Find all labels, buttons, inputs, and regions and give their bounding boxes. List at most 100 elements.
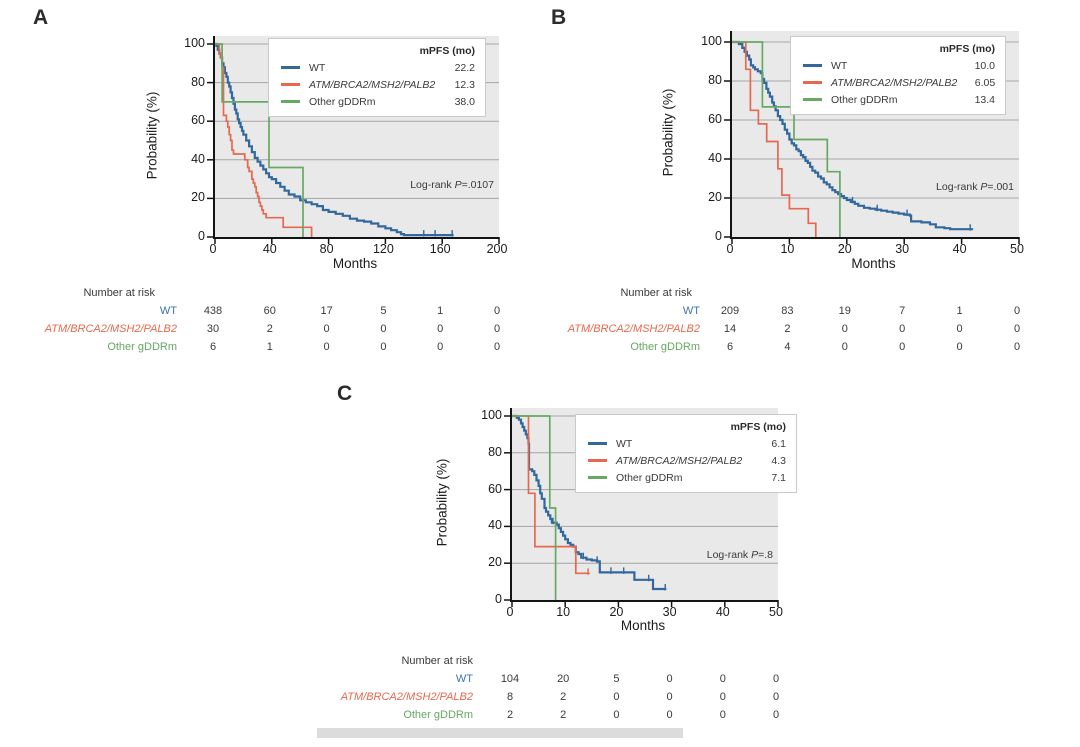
legend-item: ATM/BRCA2/MSH2/PALB2 6.05 [803, 74, 995, 91]
logrank-prefix: Log-rank [706, 549, 752, 561]
legend-box: mPFS (mo) WT 22.2 ATM/BRCA2/MSH2/PALB2 12.3… [268, 38, 486, 117]
panel-label: A [33, 6, 49, 29]
risk-count-cell: 0 [1013, 305, 1021, 317]
legend-item: Other gDDRm 7.1 [588, 469, 786, 486]
risk-count-cell: 2 [560, 709, 567, 721]
risk-row-label: Other gDDRm [107, 341, 177, 353]
risk-count-cell: 438 [203, 305, 223, 317]
legend-series-mpfs-value: 7.1 [771, 471, 786, 484]
x-axis-title: Months [851, 256, 896, 271]
x-tick-label: 160 [429, 242, 451, 256]
logrank-p: P [751, 549, 759, 561]
legend-item: Other gDDRm 13.4 [803, 91, 995, 108]
logrank-value: =.001 [987, 181, 1014, 193]
risk-count-cell: 0 [719, 691, 726, 703]
panel-a: A Probability (%) Log-rank P=.0107 mPFS … [0, 0, 540, 372]
risk-count-cell: 1 [956, 305, 963, 317]
risk-count-cell: 2 [506, 709, 514, 721]
legend-item: WT 22.2 [281, 59, 475, 76]
legend-header: mPFS (mo) [939, 43, 995, 55]
x-axis-title: Months [332, 256, 378, 271]
legend-line-swatch [588, 476, 607, 479]
x-tick-label: 50 [1010, 242, 1024, 256]
logrank-p: P [454, 179, 462, 191]
risk-count-cell: 30 [206, 323, 220, 335]
logrank-p: P [980, 181, 988, 193]
y-tick-label: 100 [481, 408, 502, 422]
risk-count-cell: 0 [1013, 341, 1021, 353]
legend-item: ATM/BRCA2/MSH2/PALB2 12.3 [281, 76, 475, 93]
km-chart-svg [724, 40, 1020, 244]
y-tick-label: 40 [191, 151, 205, 166]
risk-count-cell: 0 [666, 709, 673, 721]
risk-count-cell: 0 [437, 323, 444, 335]
risk-count-cell: 19 [838, 305, 851, 317]
risk-count-cell: 1 [266, 341, 273, 353]
risk-count-cell: 0 [380, 341, 387, 353]
risk-row-label: WT [682, 305, 700, 317]
x-tick-label: 20 [837, 242, 852, 256]
risk-count-cell: 14 [723, 323, 737, 335]
x-tick-label: 30 [662, 605, 677, 619]
risk-count-cell: 8 [506, 691, 514, 703]
legend-series-mpfs-value: 13.4 [974, 93, 995, 106]
y-tick-label: 80 [191, 74, 205, 89]
legend-series-mpfs-value: 10.0 [974, 59, 995, 72]
risk-count-cell: 0 [772, 673, 780, 685]
logrank-value: =.8 [758, 549, 773, 561]
panel-label: C [337, 382, 353, 405]
risk-count-cell: 2 [784, 323, 791, 335]
x-axis-title: Months [620, 618, 666, 633]
legend-series-mpfs-value: 4.3 [771, 454, 786, 467]
risk-count-cell: 0 [772, 709, 780, 721]
logrank-annotation: Log-rank P=.001 [936, 181, 1014, 193]
y-tick-label: 40 [708, 151, 722, 165]
legend-series-name: WT [309, 61, 326, 74]
risk-count-cell: 0 [956, 323, 963, 335]
y-tick-label: 80 [708, 73, 722, 87]
risk-count-cell: 17 [320, 305, 333, 317]
legend-series-name: WT [616, 437, 633, 450]
risk-count-cell: 60 [263, 305, 276, 317]
legend-series-name: WT [831, 59, 848, 72]
y-axis-title: Probability (%) [660, 88, 676, 177]
panel-b: B Probability (%) Log-rank P=.001 mPFS (… [540, 0, 1080, 372]
risk-count-cell: 20 [557, 673, 570, 685]
risk-count-cell: 6 [209, 341, 217, 353]
km-curve [215, 43, 313, 237]
km-curve [512, 415, 557, 600]
legend-header: mPFS (mo) [730, 421, 786, 433]
risk-count-cell: 0 [380, 323, 387, 335]
risk-count-cell: 1 [437, 305, 444, 317]
legend-series-mpfs-value: 38.0 [454, 95, 475, 108]
x-tick-label: 200 [486, 242, 508, 256]
legend-line-swatch [281, 66, 300, 69]
risk-count-cell: 0 [899, 341, 906, 353]
legend-series-name: ATM/BRCA2/MSH2/PALB2 [831, 76, 958, 89]
x-tick-label: 80 [319, 242, 334, 256]
risk-row-label: WT [455, 673, 473, 685]
legend-header: mPFS (mo) [419, 45, 475, 57]
legend-box: mPFS (mo) WT 10.0 ATM/BRCA2/MSH2/PALB2 6.05… [790, 36, 1006, 115]
risk-count-cell: 0 [493, 305, 501, 317]
risk-table-title: Number at risk [401, 655, 473, 667]
x-tick-label: 30 [895, 242, 910, 256]
km-curve [732, 41, 841, 237]
legend-line-swatch [281, 100, 300, 103]
risk-count-cell: 0 [613, 691, 620, 703]
x-tick-label: 0 [726, 242, 734, 256]
risk-count-cell: 0 [772, 691, 780, 703]
risk-count-cell: 83 [781, 305, 794, 317]
y-axis-title: Probability (%) [144, 91, 160, 179]
legend-series-mpfs-value: 22.2 [454, 61, 475, 74]
y-tick-label: 0 [495, 592, 502, 606]
x-tick-label: 0 [209, 242, 217, 256]
legend-line-swatch [588, 442, 607, 445]
legend-series-name: ATM/BRCA2/MSH2/PALB2 [309, 78, 436, 91]
risk-count-cell: 2 [560, 691, 567, 703]
logrank-value: =.0107 [461, 179, 494, 191]
legend-item: ATM/BRCA2/MSH2/PALB2 4.3 [588, 452, 786, 469]
x-tick-label: 50 [769, 605, 783, 619]
y-tick-label: 20 [191, 190, 205, 205]
risk-count-cell: 0 [956, 341, 963, 353]
